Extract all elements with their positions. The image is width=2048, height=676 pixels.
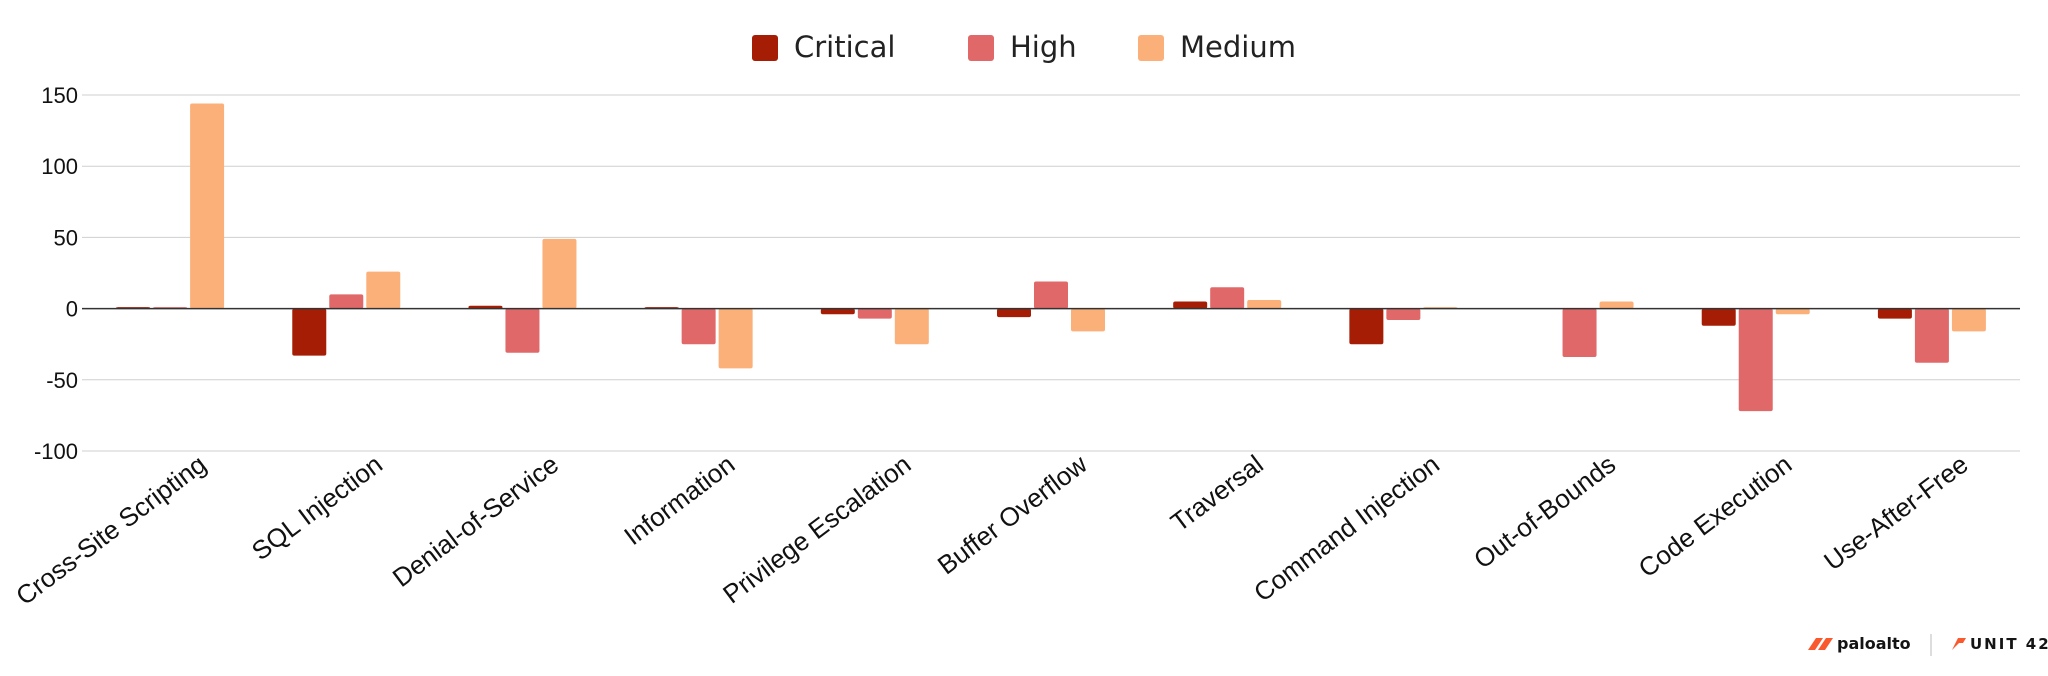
bar-medium-use-after-free (1951, 308, 1986, 332)
legend-swatch (752, 35, 778, 61)
y-tick-label: 0 (66, 297, 78, 322)
y-tick-label: -50 (46, 368, 78, 393)
bar-high-use-after-free (1914, 308, 1949, 363)
bar-medium-traversal (1247, 300, 1282, 309)
bar-critical-privilege-escalation (820, 308, 855, 315)
x-tick-label: Out-of-Bounds (1468, 449, 1621, 575)
x-tick-label: Command Injection (1248, 449, 1445, 608)
bar-medium-out-of-bounds (1599, 301, 1634, 309)
unit42-logo: UNIT 42 (1952, 635, 2048, 653)
y-axis: 150 100 50 0 -50 -100 (34, 83, 78, 464)
x-tick-label: Traversal (1165, 449, 1269, 538)
x-tick-label: Buffer Overflow (932, 449, 1093, 581)
y-tick-label: 100 (41, 154, 78, 179)
x-axis-labels: Cross-Site Scripting SQL InjectionDenial-… (10, 449, 1973, 611)
x-tick-label: Information (618, 449, 740, 551)
x-tick-label: Code Execution (1633, 449, 1798, 583)
grid (82, 94, 2020, 452)
legend-item-medium: Medium (1138, 30, 1296, 64)
bar-critical-buffer-overflow (997, 308, 1031, 318)
x-tick-label: SQL Injection (246, 449, 388, 566)
bar-medium-buffer-overflow (1071, 308, 1105, 332)
bar-critical-code-execution (1701, 308, 1736, 326)
bar-medium-information (718, 308, 753, 369)
bar-high-denial-of-service (505, 308, 540, 353)
bar-medium-privilege-escalation (894, 308, 929, 345)
x-tick-label: Denial-of-Service (387, 449, 564, 593)
bar-critical-sql-injection (292, 308, 327, 356)
unit42-wordmark: UNIT 42 (1970, 635, 2048, 653)
bar-critical-command-injection (1349, 308, 1384, 345)
bar-critical-use-after-free (1877, 308, 1912, 319)
bar-high-command-injection (1386, 308, 1421, 320)
bar-medium-cross-site-scripting (190, 103, 225, 309)
x-tick-label: Use-After-Free (1818, 449, 1973, 576)
branding: paloalto UNIT 42 (1808, 634, 2048, 656)
legend-label: Critical (794, 30, 895, 64)
y-tick-label: 150 (41, 83, 78, 108)
paloalto-wordmark: paloalto (1837, 634, 1911, 653)
legend-swatch (1138, 35, 1164, 61)
bar-medium-sql-injection (366, 271, 401, 309)
legend-item-high: High (968, 30, 1077, 64)
bar-high-out-of-bounds (1562, 308, 1597, 358)
bar-high-sql-injection (329, 294, 364, 309)
bar-high-privilege-escalation (857, 308, 892, 319)
bars (116, 103, 1986, 412)
x-tick-label: Privilege Escalation (717, 449, 916, 610)
bar-high-buffer-overflow (1034, 281, 1068, 309)
legend-item-critical: Critical (752, 30, 895, 64)
paloalto-mark-icon (1808, 638, 1833, 650)
bar-critical-traversal (1173, 301, 1208, 309)
y-tick-label: -100 (34, 439, 78, 464)
y-tick-label: 50 (54, 225, 78, 250)
bar-high-code-execution (1738, 308, 1773, 412)
legend: Critical High Medium (752, 30, 1296, 64)
legend-swatch (968, 35, 994, 61)
legend-label: High (1010, 30, 1077, 64)
bar-medium-code-execution (1775, 308, 1810, 315)
bar-high-traversal (1210, 287, 1245, 309)
x-tick-label: Cross-Site Scripting (10, 449, 212, 611)
paloalto-logo: paloalto (1808, 634, 1911, 653)
bar-medium-denial-of-service (542, 238, 577, 309)
bar-high-information (681, 308, 716, 345)
unit42-mark-icon (1952, 638, 1966, 650)
legend-label: Medium (1180, 30, 1296, 64)
